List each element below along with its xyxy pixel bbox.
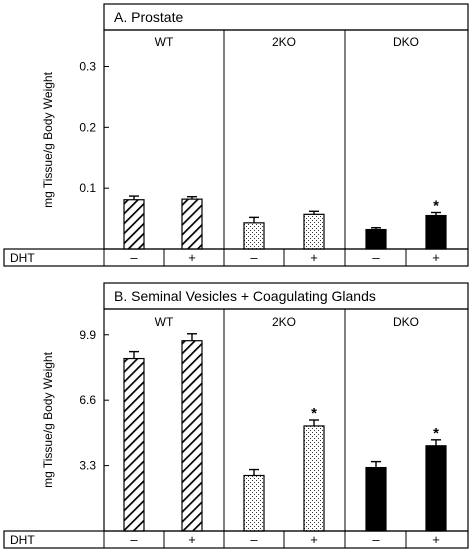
treatment-mark: + — [188, 250, 196, 265]
treatment-row — [3, 248, 469, 267]
bar — [243, 222, 265, 250]
treatment-marks: – + – + – + — [130, 532, 439, 547]
bar — [181, 198, 203, 250]
treatment-label: DHT — [10, 251, 35, 265]
y-tick-label: 3.3 — [79, 459, 96, 473]
y-tick-label: 0.1 — [79, 181, 96, 195]
y-tick-label: 0.3 — [79, 60, 96, 74]
significance-marker: * — [311, 405, 317, 422]
panel-title: B. Seminal Vesicles + Coagulating Glands — [114, 288, 376, 304]
panel-title: A. Prostate — [114, 9, 183, 25]
treatment-mark: – — [130, 532, 138, 547]
treatment-mark: + — [188, 532, 196, 547]
y-tick-label: 0.2 — [79, 120, 96, 134]
treatment-mark: – — [130, 250, 138, 265]
y-axis-label: mg Tissue/g Body Weight — [41, 351, 55, 488]
bar — [181, 340, 203, 532]
y-tick-label: 9.9 — [79, 328, 96, 342]
panel-prostate: A. Prostate WT 2KO DKO mg Tissue/g Body … — [3, 3, 469, 267]
group-label-wt: WT — [155, 315, 174, 329]
treatment-mark: + — [432, 532, 440, 547]
treatment-label: DHT — [10, 533, 35, 547]
bar — [123, 357, 145, 532]
plot-area — [103, 29, 469, 250]
panel-seminal-vesicles: B. Seminal Vesicles + Coagulating Glands… — [3, 282, 469, 549]
bar — [365, 466, 387, 532]
bars: * — [123, 195, 447, 250]
treatment-mark: + — [432, 250, 440, 265]
bar — [303, 213, 325, 250]
y-ticks: 3.3 6.6 9.9 — [79, 328, 109, 473]
bar — [303, 425, 325, 532]
y-ticks: 0.1 0.2 0.3 — [79, 60, 109, 195]
y-axis-label: mg Tissue/g Body Weight — [41, 71, 55, 208]
treatment-mark: – — [250, 532, 258, 547]
treatment-mark: – — [250, 250, 258, 265]
group-label-2ko: 2KO — [272, 35, 296, 49]
group-label-2ko: 2KO — [272, 315, 296, 329]
treatment-marks: – + – + – + — [130, 250, 439, 265]
significance-marker: * — [433, 198, 439, 215]
treatment-mark: – — [372, 250, 380, 265]
bar — [365, 228, 387, 250]
y-tick-label: 6.6 — [79, 393, 96, 407]
bar — [243, 474, 265, 532]
treatment-mark: – — [372, 532, 380, 547]
treatment-row — [3, 530, 469, 549]
plot-area — [103, 308, 469, 532]
group-label-wt: WT — [155, 35, 174, 49]
group-label-dko: DKO — [393, 35, 419, 49]
treatment-mark: + — [310, 532, 318, 547]
bar — [425, 445, 447, 532]
bars: ** — [123, 333, 447, 532]
group-label-dko: DKO — [393, 315, 419, 329]
bar — [425, 214, 447, 250]
treatment-mark: + — [310, 250, 318, 265]
bar — [123, 199, 145, 250]
significance-marker: * — [433, 425, 439, 442]
